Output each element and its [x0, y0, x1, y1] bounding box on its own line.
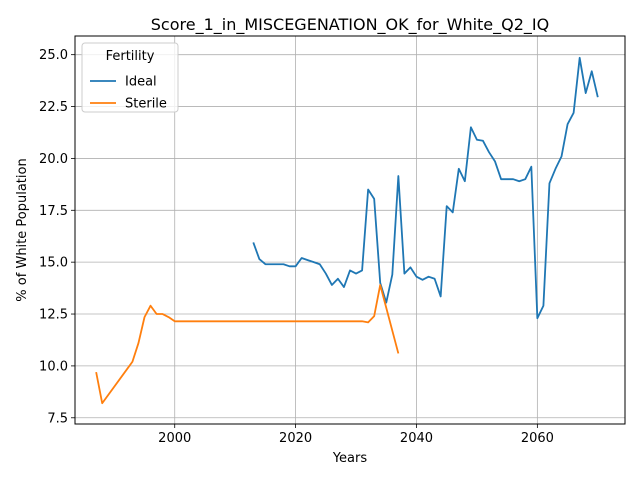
- y-tick-label: 20.0: [39, 152, 68, 167]
- y-tick-label: 10.0: [39, 359, 68, 374]
- axis-ticks: 2000 2020 2040 2060 7.5 10.0 12.5 15.0 17.5 20.0 2…: [39, 48, 554, 446]
- grid-lines: [75, 36, 625, 424]
- x-tick-label: 2040: [400, 431, 433, 446]
- legend-entries: Ideal Sterile: [90, 75, 167, 112]
- x-tick-label: 2000: [158, 431, 191, 446]
- y-tick-label: 22.5: [39, 100, 68, 115]
- series-line-sterile: [95, 284, 400, 405]
- legend-label-sterile: Sterile: [125, 97, 167, 112]
- y-tick-label: 25.0: [39, 48, 68, 63]
- y-tick-label: 17.5: [39, 204, 68, 219]
- legend-title: Fertility: [106, 49, 155, 64]
- legend: Fertility Ideal Sterile: [81, 42, 179, 113]
- x-tick-label: 2020: [279, 431, 312, 446]
- x-axis-label: Years: [332, 451, 368, 466]
- y-tick-label: 15.0: [39, 256, 68, 271]
- y-tick-label: 7.5: [47, 411, 68, 426]
- series-line-ideal: [252, 56, 599, 320]
- chart-title: Score_1_in_MISCEGENATION_OK_for_White_Q2…: [151, 15, 549, 35]
- x-tick-label: 2060: [521, 431, 554, 446]
- series-lines: [95, 56, 599, 405]
- y-axis-label: % of White Population: [15, 158, 30, 301]
- legend-box: [81, 42, 179, 113]
- plot-frame: [74, 35, 626, 425]
- legend-label-ideal: Ideal: [125, 75, 157, 90]
- y-tick-label: 12.5: [39, 308, 68, 323]
